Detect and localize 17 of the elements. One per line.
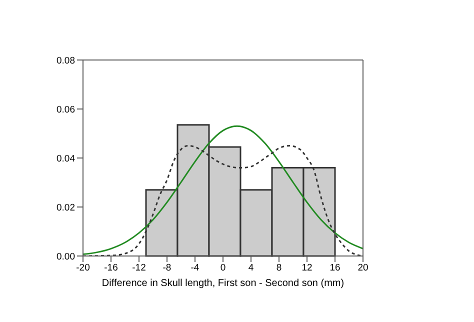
x-tick-label: 8 [276, 262, 282, 274]
x-tick-label: 16 [330, 262, 340, 274]
y-tick-label: 0.00 [56, 251, 75, 262]
x-tick-label: -12 [132, 262, 146, 274]
x-tick-label: 0 [220, 262, 226, 274]
y-tick-label: 0.06 [56, 104, 75, 116]
y-tick-label: 0.02 [56, 202, 75, 214]
x-tick-label: -8 [162, 262, 172, 274]
y-tick-label: 0.08 [56, 55, 75, 66]
x-axis-title: Difference in Skull length, First son - Second son (mm) [102, 278, 344, 289]
x-tick-label: -4 [190, 262, 200, 274]
x-tick-label: 20 [358, 262, 368, 274]
x-tick-label: 4 [248, 262, 254, 274]
x-tick-label: 12 [302, 262, 312, 274]
x-tick-label: -16 [104, 262, 118, 274]
y-tick-label: 0.04 [56, 153, 75, 164]
x-tick-label: -20 [76, 262, 90, 274]
